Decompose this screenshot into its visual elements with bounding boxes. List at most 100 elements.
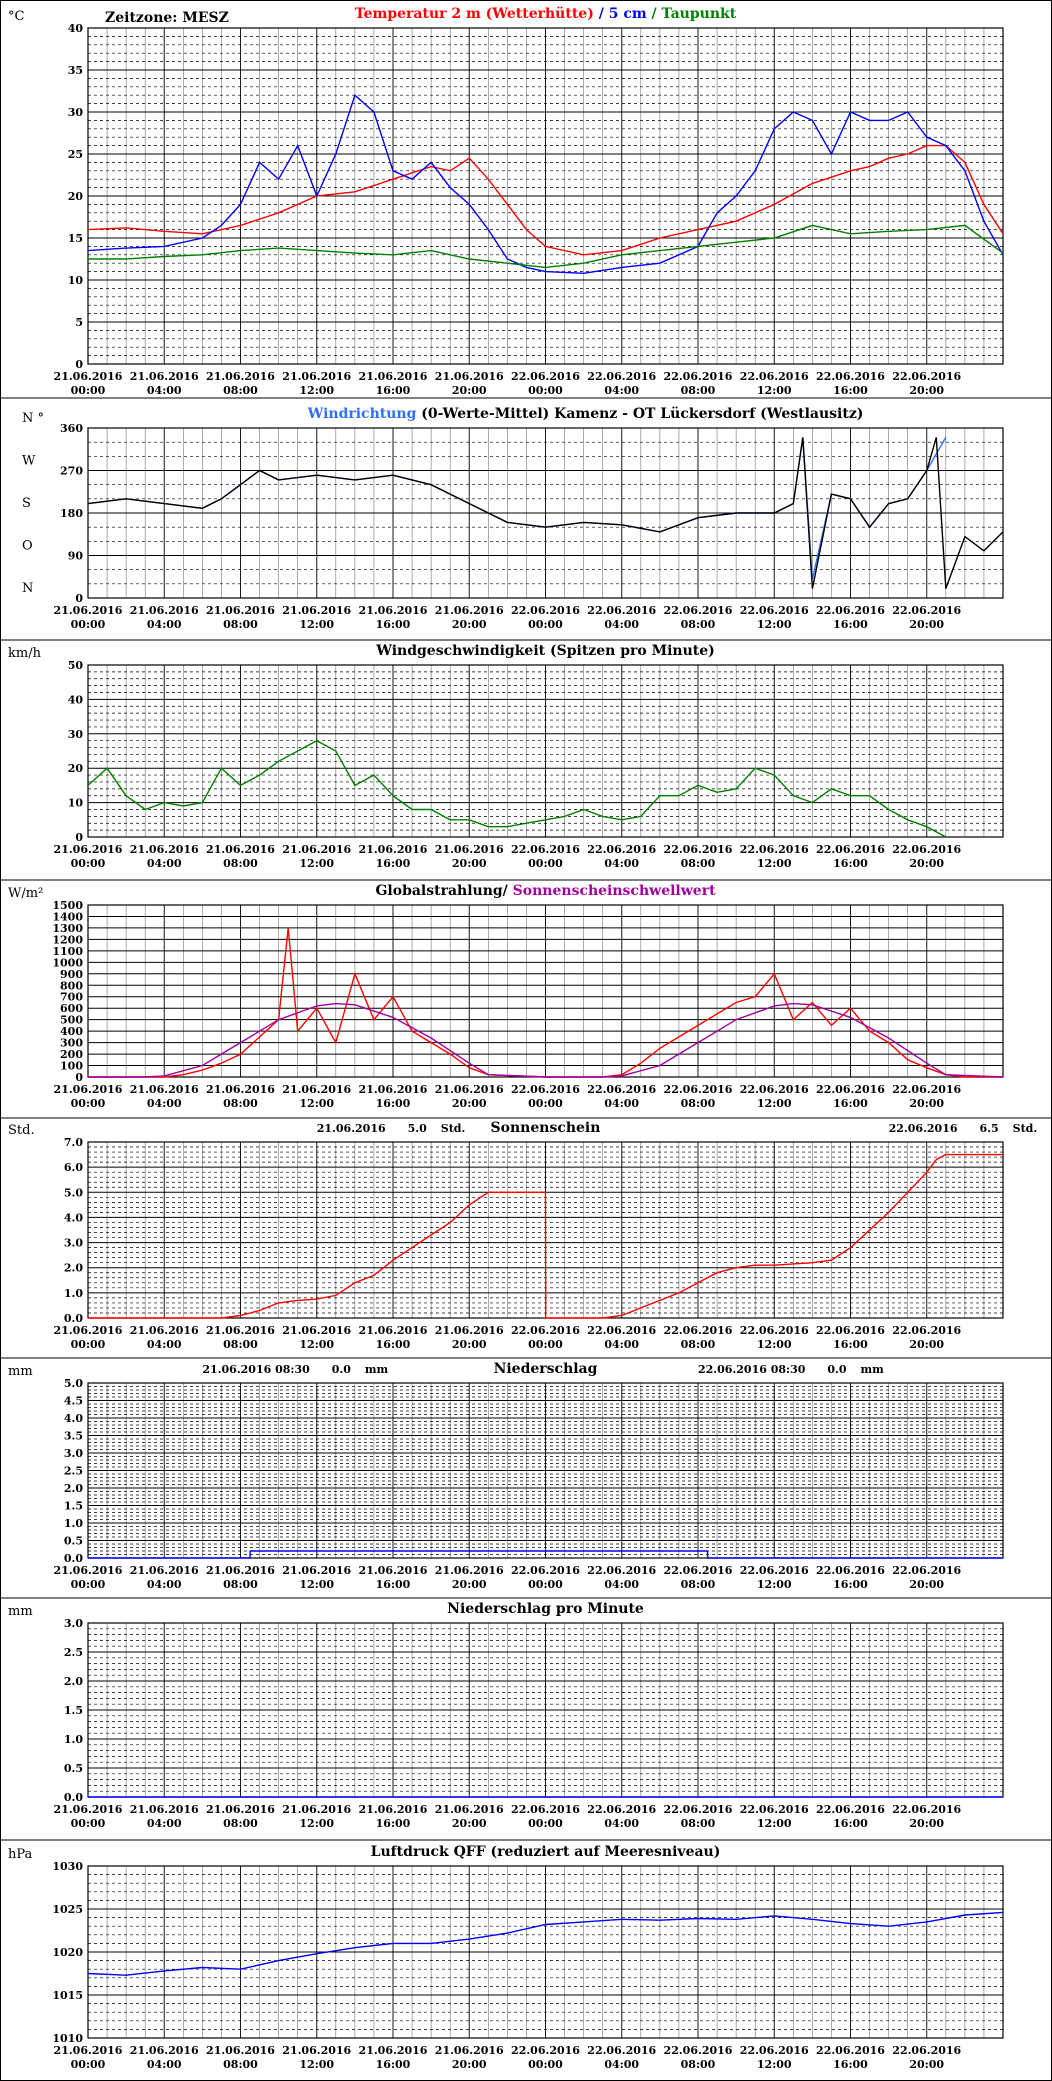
annotation: 21.06.2016 5.0 Std. — [317, 1122, 466, 1135]
y-tick-label: 15 — [68, 232, 83, 245]
y-tick-label: 5 — [75, 316, 83, 329]
series-line-1 — [87, 144, 1004, 256]
x-tick-time: 04:00 — [147, 1097, 182, 1110]
y-tick-label: 2.0 — [64, 1482, 83, 1495]
x-tick-date: 22.06.2016 — [892, 2044, 961, 2057]
plot-frame — [87, 27, 1004, 365]
y-tick-label: 20 — [68, 190, 84, 203]
chart-title-part: Sonnenscheinschwellwert — [513, 883, 716, 899]
x-tick-time: 20:00 — [909, 384, 944, 397]
x-tick-time: 20:00 — [909, 857, 944, 870]
x-tick-date: 22.06.2016 — [664, 2044, 733, 2057]
y-tick-label: 360 — [60, 422, 83, 435]
x-tick-date: 21.06.2016 — [130, 1803, 199, 1816]
y-tick-label: 3.0 — [64, 1447, 83, 1460]
x-tick-date: 22.06.2016 — [816, 843, 885, 856]
x-tick-time: 20:00 — [452, 384, 487, 397]
x-tick-time: 16:00 — [833, 2058, 868, 2071]
series-line-1 — [88, 1550, 1003, 1559]
x-tick-date: 22.06.2016 — [664, 370, 733, 383]
x-tick-time: 08:00 — [681, 857, 716, 870]
y-unit-label: km/h — [8, 646, 42, 661]
x-tick-date: 22.06.2016 — [587, 1564, 656, 1577]
chart-title-part: Niederschlag — [494, 1361, 598, 1377]
y-tick-label: 0 — [75, 831, 83, 844]
y-tick-label: 0 — [75, 592, 83, 605]
annotation-date: 21.06.2016 — [317, 1122, 386, 1135]
x-tick-date: 22.06.2016 — [740, 2044, 809, 2057]
y-tick-label: 1.0 — [64, 1517, 83, 1530]
x-tick-time: 04:00 — [604, 2058, 639, 2071]
x-tick-time: 12:00 — [757, 384, 792, 397]
x-tick-time: 00:00 — [528, 1338, 563, 1351]
y-tick-label: 0.0 — [64, 1552, 83, 1565]
x-tick-date: 22.06.2016 — [740, 1803, 809, 1816]
x-tick-time: 08:00 — [681, 1338, 716, 1351]
x-tick-time: 12:00 — [757, 1817, 792, 1830]
x-tick-time: 16:00 — [833, 1097, 868, 1110]
x-tick-time: 16:00 — [376, 384, 411, 397]
y-tick-label: 5.0 — [64, 1377, 83, 1390]
x-tick-time: 16:00 — [833, 1817, 868, 1830]
x-tick-time: 00:00 — [71, 384, 106, 397]
x-tick-date: 22.06.2016 — [511, 1324, 580, 1337]
plot-frame — [87, 664, 1004, 838]
x-tick-date: 22.06.2016 — [511, 1564, 580, 1577]
x-tick-date: 21.06.2016 — [206, 1803, 275, 1816]
chart-title-part: / — [647, 6, 662, 22]
panel-radiation: 0100200300400500600700800900100011001200… — [8, 883, 1004, 1110]
y-tick-label: 1500 — [52, 899, 83, 912]
annotation-date: 22.06.2016 08:30 — [698, 1363, 806, 1376]
x-tick-time: 20:00 — [909, 618, 944, 631]
y-tick-label: 20 — [68, 762, 84, 775]
x-tick-date: 21.06.2016 — [54, 843, 123, 856]
y-tick-label: 1.5 — [64, 1704, 83, 1717]
x-tick-time: 04:00 — [147, 384, 182, 397]
panel-precip-minute: 0.00.51.01.52.02.53.0mm21.06.201600:0021… — [8, 1601, 1004, 1830]
x-tick-date: 21.06.2016 — [359, 1803, 428, 1816]
x-tick-date: 22.06.2016 — [740, 1083, 809, 1096]
x-tick-time: 08:00 — [223, 1578, 258, 1591]
x-tick-date: 21.06.2016 — [54, 1803, 123, 1816]
x-tick-time: 00:00 — [71, 857, 106, 870]
x-tick-date: 21.06.2016 — [435, 1083, 504, 1096]
x-tick-time: 04:00 — [604, 1817, 639, 1830]
x-tick-date: 22.06.2016 — [664, 1803, 733, 1816]
annotation-value: 0.0 — [332, 1363, 351, 1376]
x-tick-date: 22.06.2016 — [892, 1564, 961, 1577]
series-line-1 — [87, 1911, 1004, 1976]
chart-title-part: Luftdruck QFF (reduziert auf Meeresnivea… — [371, 1844, 721, 1860]
x-tick-time: 20:00 — [452, 857, 487, 870]
y-tick-label: 100 — [60, 1060, 83, 1073]
x-tick-time: 08:00 — [681, 1097, 716, 1110]
x-tick-date: 21.06.2016 — [130, 370, 199, 383]
x-tick-date: 21.06.2016 — [282, 370, 351, 383]
x-tick-date: 22.06.2016 — [892, 843, 961, 856]
x-tick-time: 04:00 — [147, 1578, 182, 1591]
y-tick-label: 10 — [68, 797, 84, 810]
y-tick-label: 800 — [60, 979, 83, 992]
y-tick-label: 25 — [68, 148, 83, 161]
y-tick-label: 2.5 — [64, 1646, 83, 1659]
x-tick-date: 22.06.2016 — [892, 1803, 961, 1816]
x-tick-date: 22.06.2016 — [587, 843, 656, 856]
x-tick-date: 22.06.2016 — [587, 1083, 656, 1096]
y-tick-label: 270 — [60, 465, 83, 478]
y-direction-label: O — [22, 539, 33, 554]
annotation-value: 6.5 — [980, 1122, 999, 1135]
x-tick-time: 00:00 — [71, 2058, 106, 2071]
x-tick-date: 22.06.2016 — [816, 1803, 885, 1816]
x-tick-date: 21.06.2016 — [359, 1564, 428, 1577]
panel-pressure: 10101015102010251030hPa21.06.201600:0021… — [8, 1844, 1004, 2071]
y-tick-label: 7.0 — [64, 1136, 83, 1149]
y-tick-label: 1020 — [52, 1946, 83, 1959]
x-tick-time: 12:00 — [299, 1097, 334, 1110]
x-tick-time: 00:00 — [71, 1817, 106, 1830]
chart-title: Niederschlag — [494, 1361, 598, 1377]
y-tick-label: 30 — [68, 106, 84, 119]
panel-wind-speed: 01020304050km/h21.06.201600:0021.06.2016… — [8, 643, 1004, 870]
x-tick-date: 21.06.2016 — [435, 1324, 504, 1337]
x-tick-date: 22.06.2016 — [664, 1083, 733, 1096]
x-tick-date: 21.06.2016 — [359, 2044, 428, 2057]
